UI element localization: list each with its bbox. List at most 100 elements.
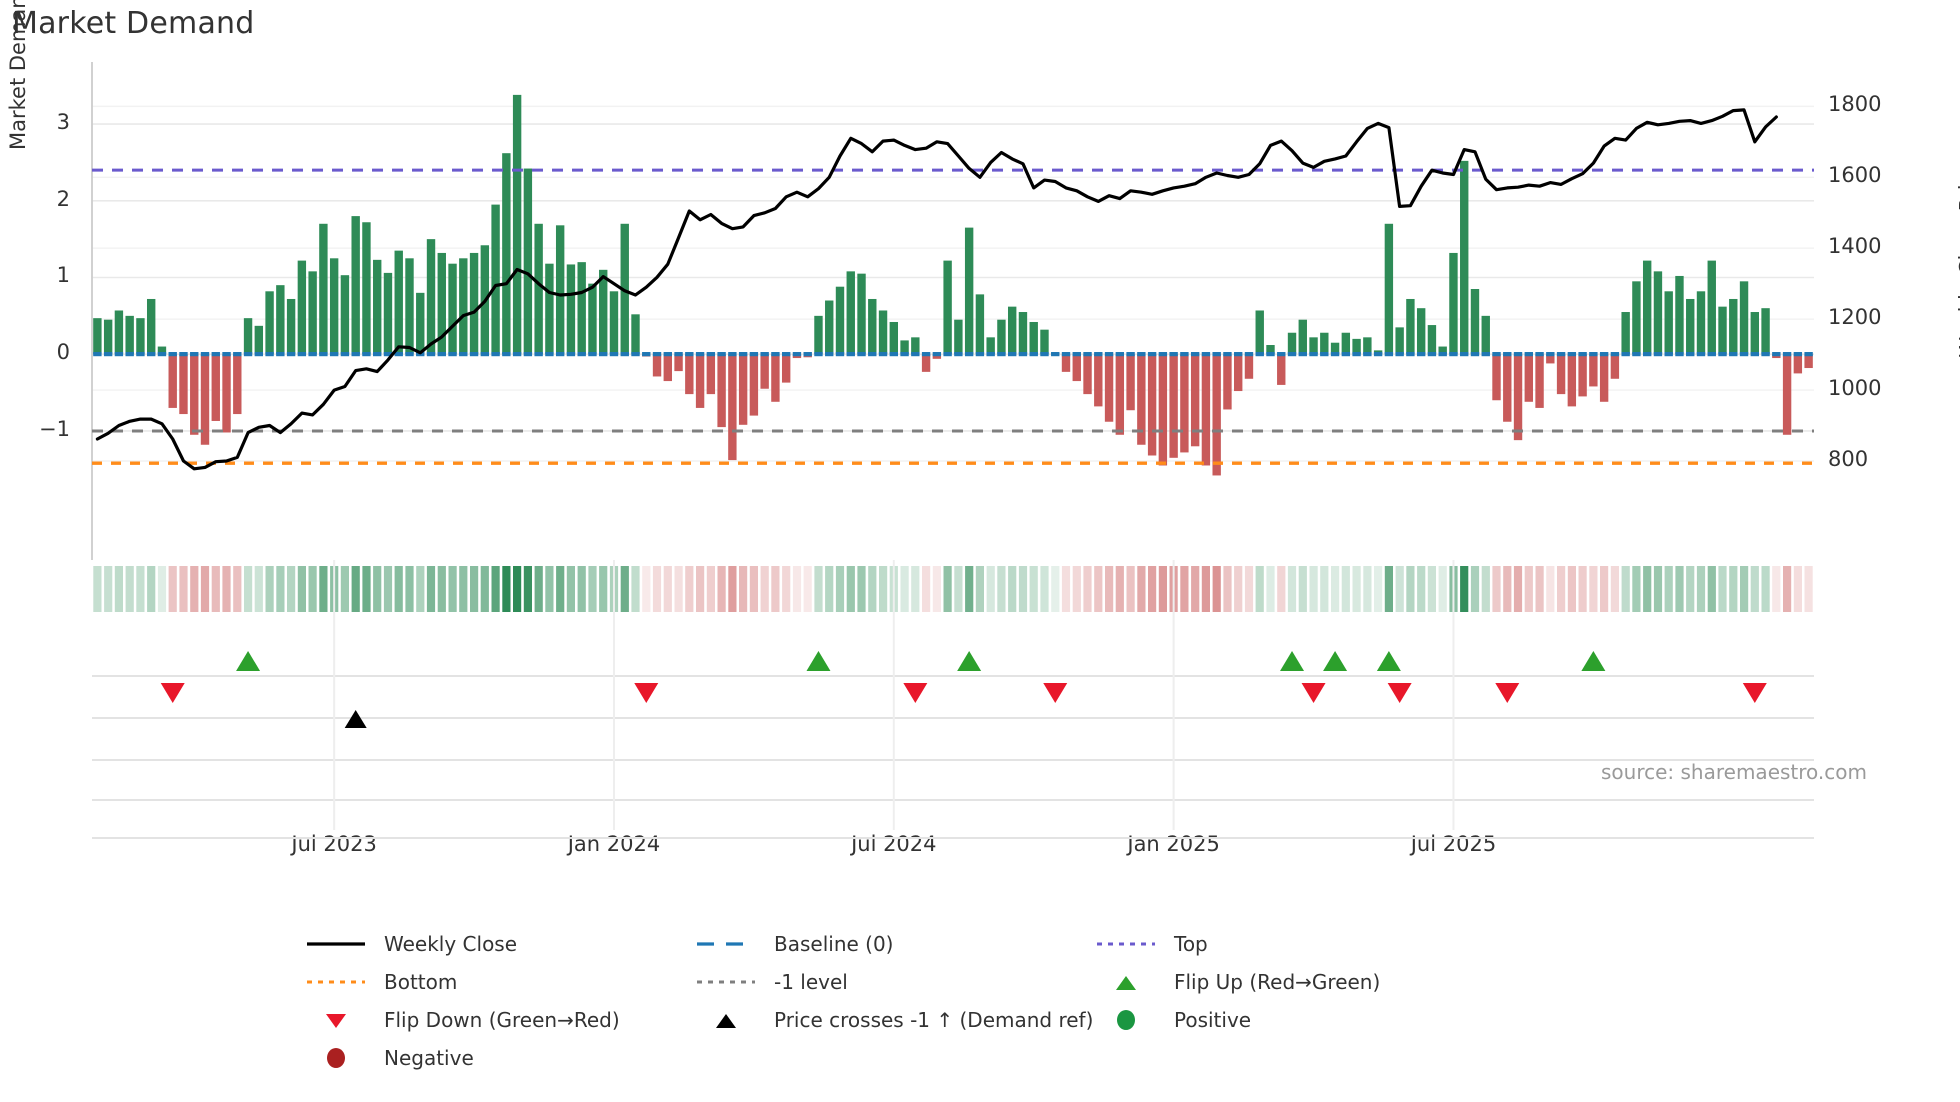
legend-item-positive[interactable]: Positive [1090, 1001, 1490, 1039]
baseline-segment [1427, 352, 1437, 357]
baseline-segment [459, 352, 468, 357]
bar-positive [1761, 308, 1770, 355]
x-tick-label: Jul 2024 [851, 832, 937, 856]
baseline-segment [319, 352, 328, 357]
flip-up-marker[interactable] [1581, 651, 1606, 671]
bar-positive [1363, 337, 1372, 355]
flip-down-marker[interactable] [1742, 683, 1767, 703]
baseline-segment [932, 352, 942, 357]
flip-down-marker[interactable] [1043, 683, 1068, 703]
baseline-segment [674, 352, 683, 357]
bar-negative [1492, 354, 1501, 401]
flip-up-marker[interactable] [1280, 651, 1305, 671]
bar-positive [911, 337, 920, 355]
baseline-segment [448, 352, 457, 357]
heatmap-cell [1772, 566, 1781, 612]
heatmap-cell [1524, 566, 1533, 612]
flip-up-marker[interactable] [806, 651, 831, 671]
baseline-segment [1632, 352, 1641, 357]
bar-positive [502, 153, 511, 355]
baseline-segment [566, 352, 576, 357]
legend-item-top[interactable]: Top [1090, 925, 1490, 963]
heatmap-cell [276, 566, 285, 612]
baseline-segment [383, 352, 393, 357]
baseline-segment [1470, 352, 1480, 357]
legend-item-bottom[interactable]: Bottom [300, 963, 690, 1001]
legend-item-baseline[interactable]: Baseline (0) [690, 925, 1090, 963]
source-caption: source: sharemaestro.com [1601, 760, 1867, 784]
legend-item-minus-one-level[interactable]: -1 level [690, 963, 1090, 1001]
legend-item-weekly-close[interactable]: Weekly Close [300, 925, 690, 963]
bar-negative [179, 354, 188, 415]
heatmap-cell [1675, 566, 1684, 612]
heatmap-cell [965, 566, 974, 612]
legend-item-flip-up[interactable]: Flip Up (Red→Green) [1090, 963, 1490, 1001]
flip-down-marker[interactable] [903, 683, 928, 703]
heatmap-cell [588, 566, 597, 612]
page-title: Market Demand [12, 6, 255, 41]
baseline-segment [1287, 352, 1297, 357]
heatmap-cell [1589, 566, 1598, 612]
baseline-segment [286, 352, 296, 357]
flip-down-marker[interactable] [634, 683, 659, 703]
flip-down-marker[interactable] [1495, 683, 1520, 703]
heatmap-cell [1374, 566, 1383, 612]
heatmap-cell [351, 566, 360, 612]
flip-up-marker[interactable] [957, 651, 982, 671]
bar-positive [136, 318, 145, 355]
baseline-segment [243, 352, 253, 357]
baseline-segment [878, 352, 888, 357]
bar-positive [975, 294, 985, 355]
heatmap-cell [426, 566, 436, 612]
heatmap-cell [114, 566, 123, 612]
heatmap-cell [254, 566, 263, 612]
baseline-segment [588, 352, 597, 357]
flip-up-marker[interactable] [236, 651, 261, 671]
bar-negative [1061, 354, 1071, 372]
legend-item-flip-down[interactable]: Flip Down (Green→Red) [300, 1001, 690, 1039]
y-tick-label-right: 800 [1828, 446, 1869, 471]
bar-negative [190, 354, 199, 435]
bar-positive [1018, 312, 1028, 355]
baseline-segment [437, 352, 446, 357]
baseline-segment [943, 352, 952, 357]
flip-down-marker[interactable] [1301, 683, 1326, 703]
baseline-segment [835, 352, 845, 357]
heatmap-cell [104, 566, 113, 612]
baseline-segment [814, 352, 823, 357]
bar-negative [1599, 354, 1609, 402]
y-tick-label-left: −1 [39, 416, 70, 441]
heatmap-cell [1331, 566, 1340, 612]
bar-negative [1524, 354, 1533, 402]
baseline-segment [1804, 352, 1813, 357]
flip-down-marker[interactable] [1387, 683, 1412, 703]
heatmap-cell [685, 566, 694, 612]
flip-down-marker[interactable] [160, 683, 185, 703]
bar-positive [1707, 260, 1716, 355]
bar-negative [1104, 354, 1114, 422]
baseline-segment [1621, 352, 1630, 357]
flip-up-marker[interactable] [1376, 651, 1401, 671]
legend-item-negative[interactable]: Negative [300, 1039, 690, 1077]
bar-positive [1686, 298, 1695, 355]
heatmap-cell [620, 566, 629, 612]
bar-positive [459, 258, 468, 355]
heatmap-cell [1417, 566, 1426, 612]
flip-up-marker[interactable] [1323, 651, 1348, 671]
legend-item-price-cross[interactable]: Price crosses -1 ↑ (Demand ref) [690, 1001, 1093, 1039]
heatmap-cell [287, 566, 296, 612]
bar-positive [566, 264, 576, 355]
bar-positive [1653, 271, 1663, 355]
baseline-segment [1277, 352, 1286, 357]
y-tick-label-left: 0 [56, 340, 70, 365]
legend-label: Weekly Close [384, 932, 518, 956]
heatmap-cell [846, 566, 855, 612]
heatmap-cell [1040, 566, 1049, 612]
baseline-segment [1018, 352, 1028, 357]
price-cross-marker[interactable] [344, 710, 367, 728]
dotted-orange-line-icon [300, 972, 372, 992]
bar-positive [297, 260, 307, 355]
legend-label: Flip Up (Red→Green) [1174, 970, 1381, 994]
bar-positive [157, 346, 167, 355]
bar-positive [900, 340, 909, 355]
